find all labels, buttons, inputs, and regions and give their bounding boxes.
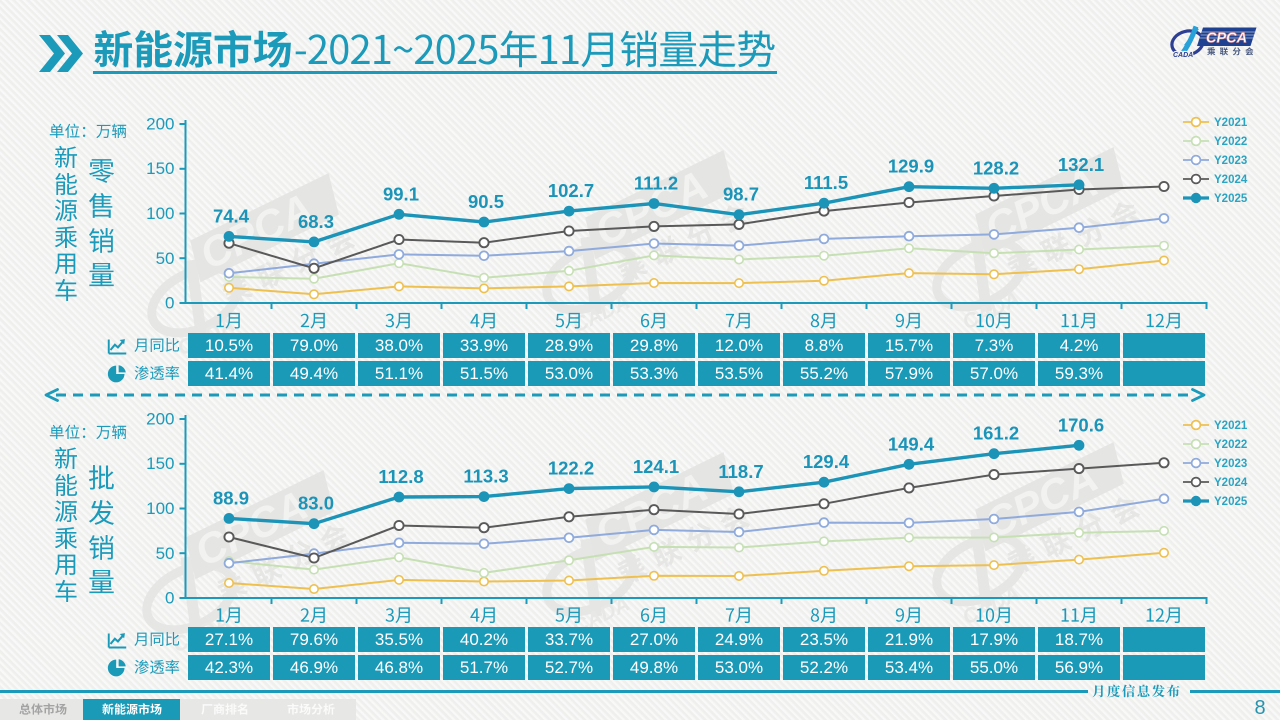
- svg-text:99.1: 99.1: [383, 183, 419, 204]
- svg-text:170.6: 170.6: [1058, 414, 1104, 435]
- svg-text:CADA: CADA: [1173, 52, 1193, 59]
- svg-text:50: 50: [156, 544, 175, 563]
- svg-text:113.3: 113.3: [463, 466, 508, 487]
- svg-text:102.7: 102.7: [548, 180, 594, 201]
- svg-text:161.2: 161.2: [973, 423, 1019, 444]
- svg-text:111.2: 111.2: [634, 173, 678, 194]
- svg-text:132.1: 132.1: [1058, 154, 1104, 175]
- svg-text:0: 0: [165, 294, 174, 313]
- svg-text:129.4: 129.4: [803, 451, 850, 472]
- svg-text:129.9: 129.9: [888, 156, 934, 177]
- svg-text:122.2: 122.2: [548, 458, 594, 479]
- svg-text:200: 200: [146, 115, 174, 134]
- svg-text:CPCA: CPCA: [1206, 31, 1247, 47]
- svg-text:74.4: 74.4: [213, 205, 250, 226]
- svg-text:118.7: 118.7: [718, 461, 763, 482]
- svg-text:200: 200: [146, 410, 174, 429]
- svg-text:100: 100: [146, 204, 174, 223]
- svg-text:111.5: 111.5: [804, 172, 848, 193]
- svg-text:0: 0: [165, 589, 174, 608]
- svg-text:83.0: 83.0: [298, 493, 334, 514]
- svg-text:100: 100: [146, 499, 174, 518]
- svg-text:112.8: 112.8: [378, 466, 423, 487]
- svg-text:88.9: 88.9: [213, 487, 249, 508]
- svg-text:68.3: 68.3: [298, 211, 334, 232]
- svg-text:98.7: 98.7: [723, 184, 759, 205]
- svg-text:128.2: 128.2: [973, 157, 1019, 178]
- svg-text:90.5: 90.5: [468, 191, 504, 212]
- svg-text:150: 150: [146, 454, 174, 473]
- svg-text:149.4: 149.4: [888, 433, 935, 454]
- svg-text:50: 50: [156, 249, 175, 268]
- svg-text:150: 150: [146, 159, 174, 178]
- svg-text:124.1: 124.1: [633, 456, 679, 477]
